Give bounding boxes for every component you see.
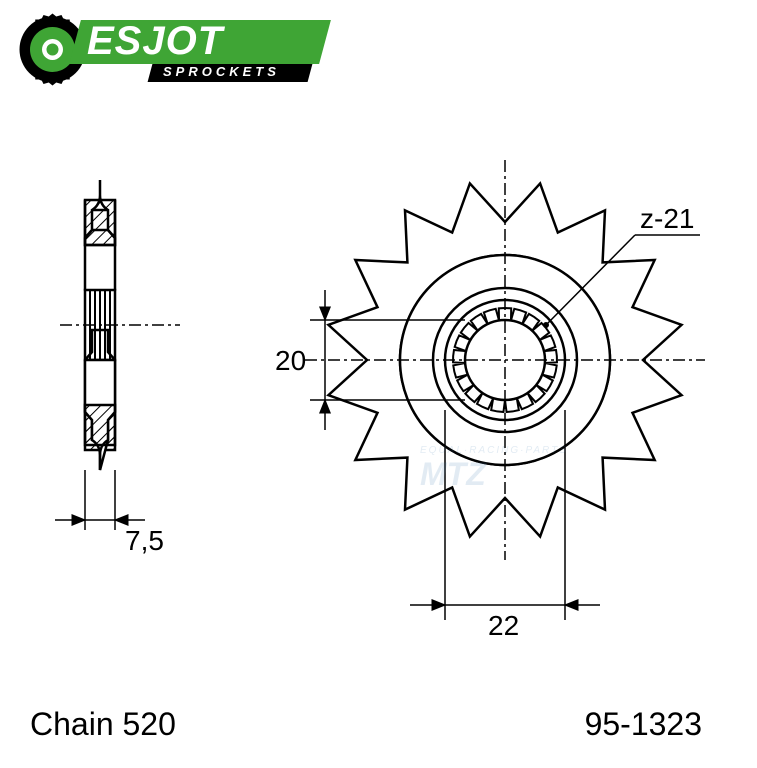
dim-outer-label: 22 — [488, 610, 519, 641]
logo-subtitle-text: SPROCKETS — [163, 64, 280, 79]
side-view-drawing: 7,5 — [30, 170, 230, 610]
front-view-drawing: z-21 20 22 — [270, 160, 740, 660]
watermark: EQUAL·RACING·PARTS MTZ — [420, 445, 568, 493]
brand-logo: ESJOT SPROCKETS — [15, 12, 325, 87]
chain-label: Chain 520 — [30, 706, 176, 743]
dim-inner-label: 20 — [275, 345, 306, 376]
dim-width-label: 7,5 — [125, 525, 164, 556]
spline-count-label: z-21 — [640, 203, 694, 234]
part-number-label: 95-1323 — [585, 706, 702, 743]
logo-brand-text: ESJOT — [87, 19, 223, 64]
